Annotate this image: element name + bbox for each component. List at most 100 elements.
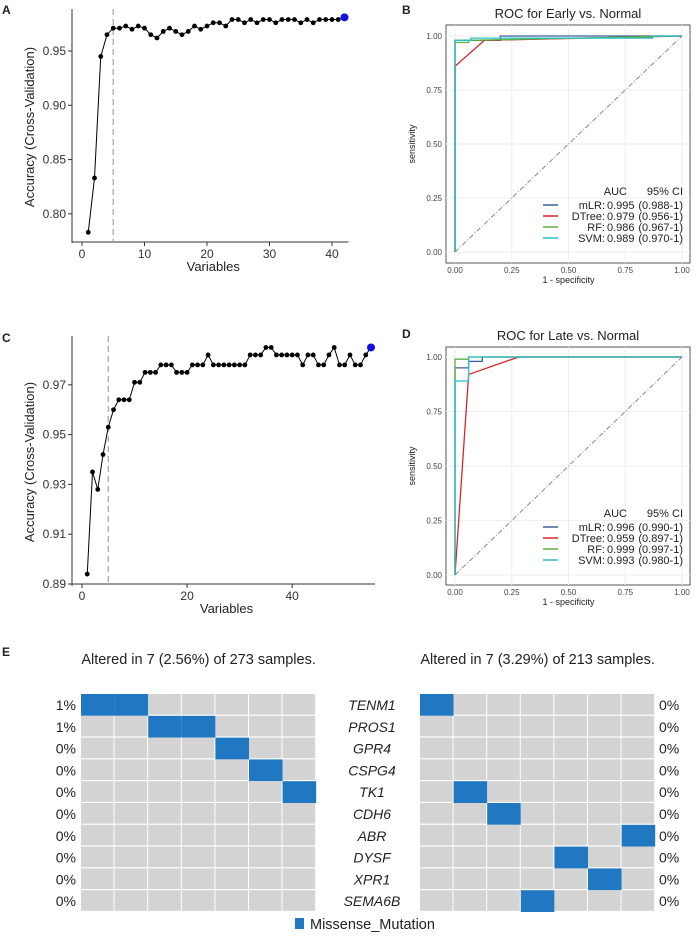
mutation-cell bbox=[520, 890, 555, 912]
y-axis-label: sensitivity bbox=[407, 446, 417, 486]
accuracy-point bbox=[237, 362, 243, 368]
accuracy-point bbox=[100, 452, 106, 457]
sample-cell bbox=[453, 737, 487, 759]
accuracy-point bbox=[284, 352, 290, 358]
accuracy-point bbox=[304, 17, 310, 22]
accuracy-point bbox=[292, 17, 297, 22]
sample-cell bbox=[621, 737, 655, 759]
accuracy-point bbox=[121, 397, 127, 403]
sample-cell bbox=[181, 759, 215, 780]
sample-cell bbox=[487, 737, 520, 759]
sample-cell bbox=[420, 890, 453, 911]
accuracy-point bbox=[174, 369, 179, 375]
best-accuracy-point bbox=[340, 13, 349, 22]
legend-model-name: DTree: bbox=[572, 533, 605, 545]
y-tick-label: 0.95 bbox=[43, 428, 67, 442]
sample-cell bbox=[282, 846, 316, 868]
sample-cell bbox=[588, 715, 621, 737]
mutation-cell bbox=[282, 781, 317, 803]
panel-c-accuracy-plot: 0.89 0.91 0.93 0.95 0.97 0 20 40 Variables Accura… bbox=[22, 336, 375, 616]
accuracy-point bbox=[279, 17, 285, 22]
accuracy-point bbox=[210, 362, 216, 368]
x-axis-label: 1 - specificity bbox=[542, 275, 595, 285]
best-accuracy-point bbox=[367, 343, 375, 352]
sample-cell bbox=[181, 824, 215, 846]
accuracy-point bbox=[273, 20, 279, 26]
sample-cell bbox=[148, 737, 181, 759]
accuracy-point bbox=[90, 469, 95, 475]
sample-cell bbox=[282, 737, 316, 759]
right-alteration-percent: 0% bbox=[659, 784, 679, 800]
legend-model-name: mLR: bbox=[579, 522, 605, 534]
diagonal-reference-line bbox=[454, 356, 683, 576]
accuracy-point bbox=[326, 352, 332, 358]
mutation-cell bbox=[181, 715, 216, 738]
sample-cell bbox=[249, 694, 282, 715]
sample-cell bbox=[81, 846, 114, 868]
legend-auc-value: 0.979 bbox=[607, 211, 635, 223]
x-tick-label: 0.25 bbox=[504, 588, 520, 597]
y-tick-label: 0.91 bbox=[43, 527, 67, 541]
left-alteration-percent: 1% bbox=[56, 719, 76, 735]
accuracy-point bbox=[154, 35, 160, 41]
sample-cell bbox=[420, 868, 453, 889]
sample-cell bbox=[148, 890, 181, 911]
sample-cell bbox=[282, 824, 316, 846]
x-tick-label: 30 bbox=[263, 247, 277, 261]
right-cohort-title: Altered in 7 (3.29%) of 213 samples. bbox=[420, 652, 655, 668]
legend-header-ci: 95% CI bbox=[647, 508, 683, 520]
accuracy-point bbox=[116, 397, 122, 403]
mutation-cell bbox=[81, 694, 115, 716]
sample-cell bbox=[520, 846, 554, 868]
accuracy-point bbox=[179, 32, 185, 38]
accuracy-point bbox=[260, 17, 266, 22]
sample-cell bbox=[588, 890, 621, 911]
sample-cell bbox=[148, 846, 181, 868]
accuracy-point bbox=[268, 345, 274, 350]
x-tick-label: 1.00 bbox=[674, 266, 690, 275]
sample-cell bbox=[148, 781, 181, 802]
y-tick-label: 0.90 bbox=[43, 98, 67, 112]
left-alteration-percent: 0% bbox=[56, 741, 76, 757]
accuracy-point bbox=[223, 23, 229, 29]
accuracy-point bbox=[347, 352, 353, 358]
gene-label: GPR4 bbox=[353, 741, 391, 757]
sample-cell bbox=[520, 759, 554, 780]
legend-auc-value: 0.999 bbox=[607, 544, 635, 556]
accuracy-point bbox=[300, 362, 306, 368]
sample-cell bbox=[621, 715, 655, 737]
sample-cell bbox=[81, 824, 114, 846]
sample-cell bbox=[282, 868, 316, 889]
accuracy-point bbox=[92, 175, 97, 181]
sample-cell bbox=[114, 846, 148, 868]
sample-cell bbox=[621, 694, 655, 715]
left-alteration-percent: 0% bbox=[56, 850, 76, 866]
sample-cell bbox=[453, 868, 487, 889]
chart-title: ROC for Early vs. Normal bbox=[495, 6, 642, 21]
y-tick-label: 0.80 bbox=[43, 207, 67, 221]
legend-missense-label: Missense_Mutation bbox=[310, 917, 435, 933]
legend-ci-value: (0.980-1) bbox=[638, 555, 683, 567]
accuracy-point bbox=[216, 362, 222, 368]
chart-title: ROC for Late vs. Normal bbox=[497, 328, 639, 343]
accuracy-point bbox=[263, 345, 269, 350]
x-tick-label: 0.00 bbox=[447, 588, 463, 597]
accuracy-point bbox=[111, 407, 116, 413]
legend-missense-swatch bbox=[295, 918, 304, 929]
sample-cell bbox=[282, 715, 316, 737]
legend-header-ci: 95% CI bbox=[647, 186, 683, 198]
legend-ci-value: (0.970-1) bbox=[638, 233, 683, 245]
legend-model-name: RF: bbox=[587, 222, 605, 234]
sample-cell bbox=[588, 737, 621, 759]
accuracy-point bbox=[352, 362, 358, 368]
legend-auc-value: 0.989 bbox=[607, 233, 635, 245]
sample-cell bbox=[181, 803, 215, 824]
x-tick-label: 0.75 bbox=[617, 266, 633, 275]
accuracy-point bbox=[105, 424, 111, 430]
sample-cell bbox=[588, 781, 621, 802]
sample-cell bbox=[81, 890, 114, 911]
sample-cell bbox=[148, 868, 181, 889]
sample-cell bbox=[81, 715, 114, 737]
legend-auc-value: 0.993 bbox=[607, 555, 635, 567]
legend-header-auc: AUC bbox=[604, 186, 627, 198]
